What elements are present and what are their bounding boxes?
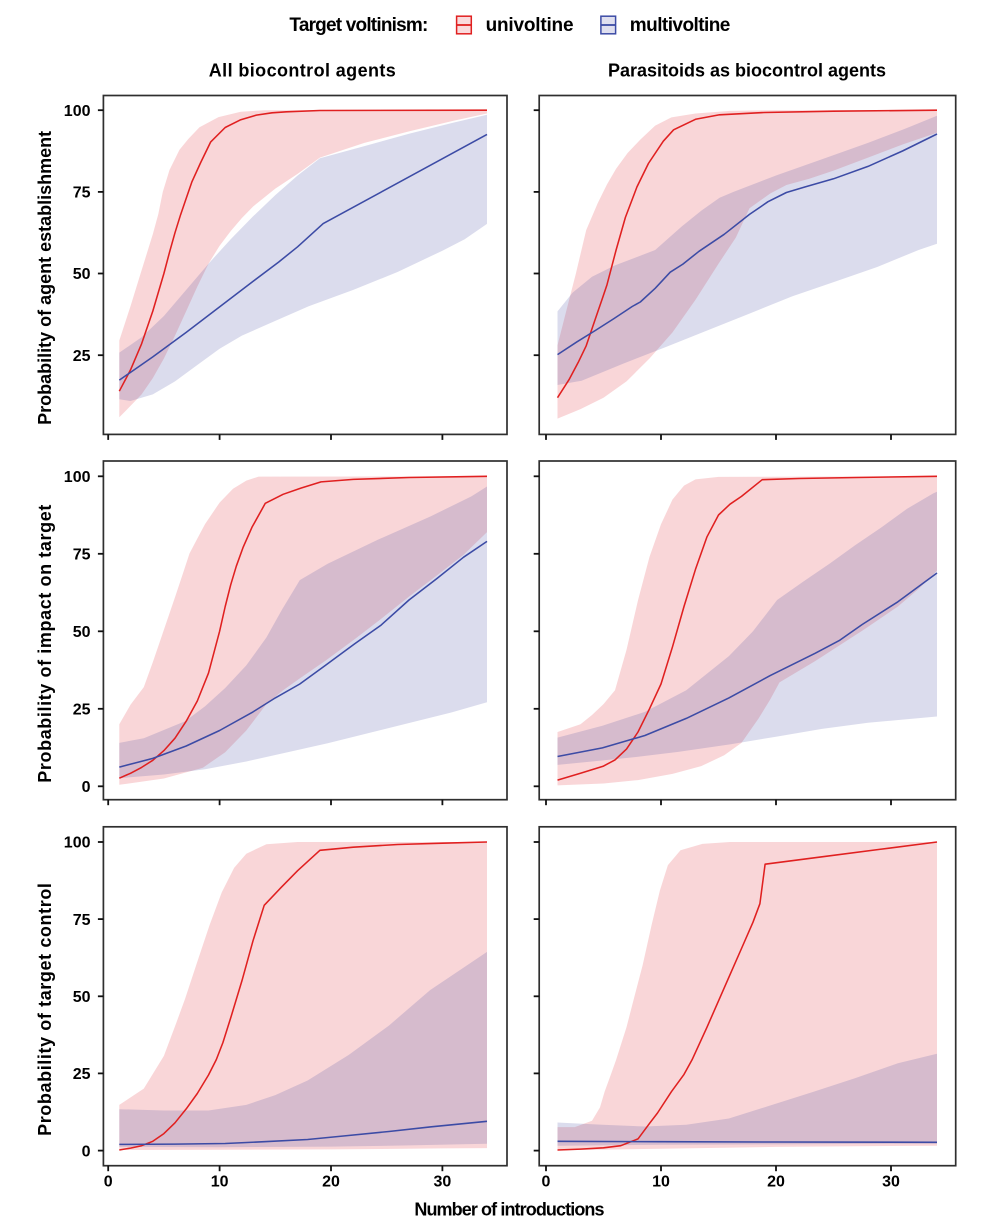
svg-text:25: 25: [73, 348, 91, 365]
svg-text:75: 75: [73, 912, 91, 929]
svg-text:20: 20: [322, 1173, 340, 1190]
svg-text:10: 10: [211, 1173, 229, 1190]
svg-text:100: 100: [64, 835, 91, 852]
svg-text:30: 30: [434, 1173, 452, 1190]
svg-text:20: 20: [767, 1173, 785, 1190]
svg-text:0: 0: [104, 1173, 113, 1190]
svg-text:Probability of impact on targe: Probability of impact on target: [35, 504, 55, 783]
svg-text:0: 0: [542, 1173, 551, 1190]
svg-text:75: 75: [73, 185, 91, 202]
svg-text:Probability of agent establish: Probability of agent establishment: [35, 131, 55, 425]
svg-text:25: 25: [73, 1066, 91, 1083]
svg-text:Probability of target control: Probability of target control: [35, 882, 55, 1135]
svg-text:100: 100: [64, 469, 91, 486]
svg-text:75: 75: [73, 547, 91, 564]
svg-text:multivoltine: multivoltine: [630, 15, 730, 36]
svg-text:Number of introductions: Number of introductions: [414, 1200, 604, 1220]
svg-text:All biocontrol agents: All biocontrol agents: [209, 61, 396, 81]
svg-text:Parasitoids as biocontrol agen: Parasitoids as biocontrol agents: [608, 61, 886, 81]
svg-text:30: 30: [882, 1173, 900, 1190]
svg-text:100: 100: [64, 103, 91, 120]
svg-text:0: 0: [82, 779, 91, 796]
svg-text:50: 50: [73, 266, 91, 283]
svg-text:50: 50: [73, 989, 91, 1006]
svg-text:50: 50: [73, 624, 91, 641]
svg-text:0: 0: [82, 1143, 91, 1160]
svg-text:univoltine: univoltine: [486, 15, 574, 36]
svg-text:10: 10: [652, 1173, 670, 1190]
svg-text:Target voltinism:: Target voltinism:: [289, 15, 427, 36]
svg-text:25: 25: [73, 702, 91, 719]
